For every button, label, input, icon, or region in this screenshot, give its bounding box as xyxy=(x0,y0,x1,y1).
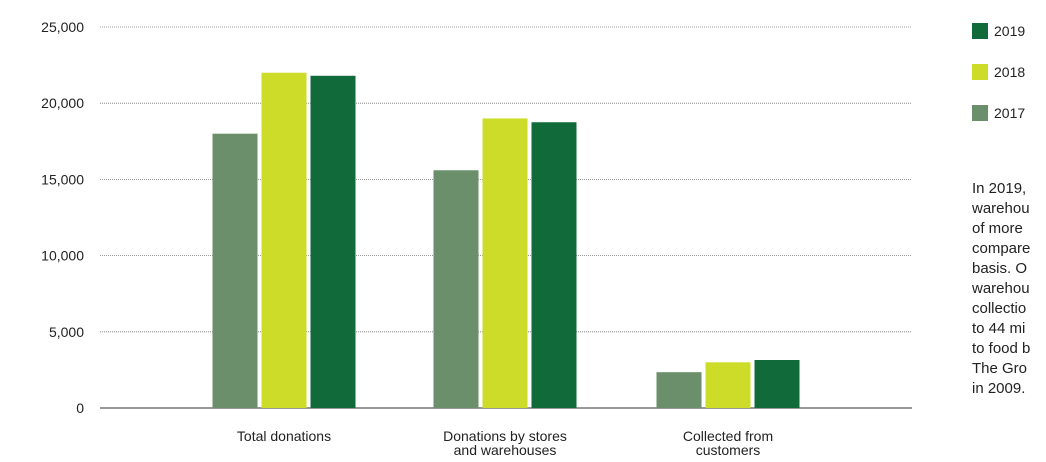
x-tick-label: Collected from customers xyxy=(683,428,773,458)
bar-chart: 0 5,000 10,000 15,000 20,000 25,000 Total dona… xyxy=(41,19,912,458)
side-text-line: In 2019, xyxy=(972,180,1027,197)
legend-label: 2017 xyxy=(994,105,1026,121)
legend: 2019 2018 2017 xyxy=(972,22,1025,145)
bar-2018 xyxy=(705,362,751,408)
bar-2019 xyxy=(531,122,577,408)
side-text-line: to 44 mi xyxy=(972,320,1026,337)
side-text-line: warehou xyxy=(972,280,1030,297)
y-tick-label: 15,000 xyxy=(41,171,84,187)
legend-label: 2018 xyxy=(994,64,1026,80)
legend-item-2017: 2017 xyxy=(972,104,1025,122)
legend-swatch xyxy=(972,64,988,80)
side-text-line: warehou xyxy=(972,200,1030,217)
bar-2017 xyxy=(212,133,258,408)
y-tick-label: 10,000 xyxy=(41,248,84,264)
legend-item-2019: 2019 xyxy=(972,22,1025,40)
bar-2018 xyxy=(482,118,528,408)
side-text-line: in 2009. xyxy=(972,380,1026,397)
x-tick-label: Donations by stores and warehouses xyxy=(443,428,567,458)
bar-2017 xyxy=(433,170,479,408)
y-tick-label: 25,000 xyxy=(41,19,84,35)
bar-2019 xyxy=(310,75,356,408)
side-text-line: of more xyxy=(972,220,1023,237)
y-tick-label: 5,000 xyxy=(49,324,84,340)
legend-item-2018: 2018 xyxy=(972,63,1025,81)
bar-2019 xyxy=(754,359,800,408)
legend-swatch xyxy=(972,105,988,121)
side-description: In 2019, warehou of more compare basis. O war… xyxy=(972,179,1046,399)
side-text-line: to food b xyxy=(972,340,1031,357)
side-text-line: collectio xyxy=(972,300,1027,317)
y-tick-label: 0 xyxy=(76,400,84,416)
side-text-line: basis. O xyxy=(972,260,1028,277)
legend-swatch xyxy=(972,23,988,39)
legend-label: 2019 xyxy=(994,23,1026,39)
bar-2018 xyxy=(261,72,307,408)
side-text-line: compare xyxy=(972,240,1031,257)
x-tick-label: Total donations xyxy=(237,428,331,444)
side-text-line: The Gro xyxy=(972,360,1028,377)
bar-2017 xyxy=(656,372,702,408)
y-tick-label: 20,000 xyxy=(41,95,84,111)
